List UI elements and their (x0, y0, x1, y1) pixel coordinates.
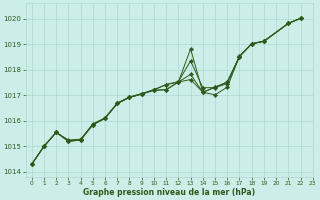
X-axis label: Graphe pression niveau de la mer (hPa): Graphe pression niveau de la mer (hPa) (83, 188, 255, 197)
